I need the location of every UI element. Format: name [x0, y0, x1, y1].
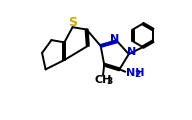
Text: NH: NH — [126, 68, 144, 78]
Text: 2: 2 — [135, 70, 141, 79]
Text: N: N — [110, 34, 119, 45]
Text: N: N — [127, 47, 136, 57]
Text: CH: CH — [94, 75, 112, 85]
Text: 3: 3 — [106, 77, 112, 86]
Text: S: S — [68, 16, 77, 29]
